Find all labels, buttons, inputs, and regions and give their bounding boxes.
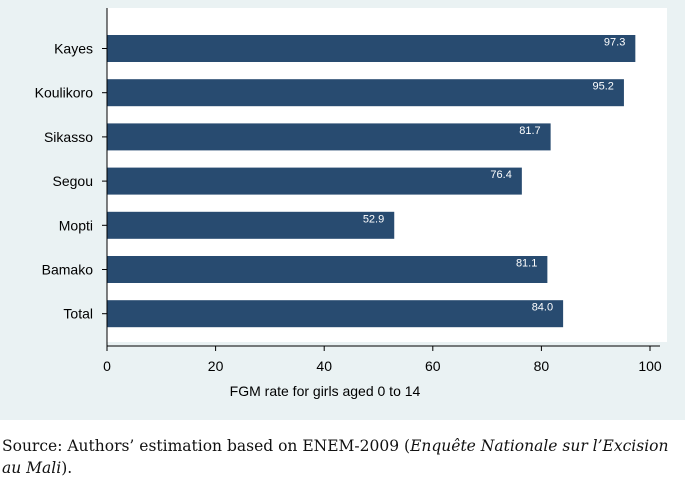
x-tick-label-0: 0 — [103, 358, 111, 374]
caption-prefix: Source: Authors’ estimation based on ENE… — [2, 437, 411, 455]
x-tick-label-60: 60 — [425, 358, 441, 374]
source-caption: Source: Authors’ estimation based on ENE… — [2, 435, 682, 479]
x-tick-label-100: 100 — [638, 358, 662, 374]
data-label-total: 84.0 — [532, 302, 553, 314]
bar-sikasso — [107, 123, 551, 151]
bar-total — [107, 300, 564, 328]
x-tick-label-80: 80 — [534, 358, 550, 374]
category-label-mopti: Mopti — [59, 217, 93, 233]
bar-koulikoro — [107, 79, 624, 107]
category-label-kayes: Kayes — [54, 41, 93, 57]
data-label-mopti: 52.9 — [363, 213, 384, 225]
bar-segou — [107, 167, 522, 195]
bar-kayes — [107, 35, 636, 62]
caption-suffix: ). — [61, 459, 73, 477]
data-label-kayes: 97.3 — [604, 37, 625, 49]
data-label-segou: 76.4 — [490, 169, 511, 181]
x-tick-label-20: 20 — [208, 358, 224, 374]
category-label-koulikoro: Koulikoro — [35, 85, 94, 101]
bar-bamako — [107, 256, 548, 283]
bar-mopti — [107, 211, 395, 239]
data-label-koulikoro: 95.2 — [593, 81, 614, 93]
category-label-sikasso: Sikasso — [44, 129, 93, 145]
category-label-segou: Segou — [53, 173, 93, 189]
x-axis-title: FGM rate for girls aged 0 to 14 — [230, 383, 421, 399]
category-label-total: Total — [63, 306, 93, 322]
category-label-bamako: Bamako — [42, 262, 94, 278]
data-label-bamako: 81.1 — [516, 258, 537, 270]
bar-chart: 97.3 Kayes 95.2 Koulikoro 81.7 Sikasso 76.4 Seg… — [35, 8, 667, 399]
caption-italic: Enquête Nationale sur l’Excision au Mali — [2, 437, 669, 477]
x-tick-label-40: 40 — [316, 358, 332, 374]
data-label-sikasso: 81.7 — [519, 125, 540, 137]
chart-figure: 97.3 Kayes 95.2 Koulikoro 81.7 Sikasso 76.4 Seg… — [0, 0, 685, 420]
